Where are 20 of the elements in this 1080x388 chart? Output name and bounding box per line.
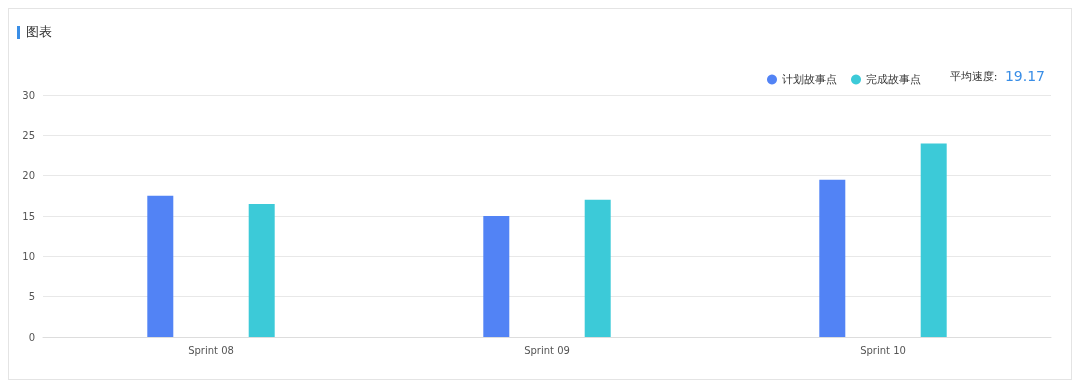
x-tick-label: Sprint 09 <box>524 344 570 356</box>
y-tick-label: 5 <box>28 291 35 303</box>
bar <box>248 203 275 337</box>
bar <box>147 195 174 337</box>
legend-label: 完成故事点 <box>866 73 921 86</box>
x-tick-label: Sprint 08 <box>188 344 234 356</box>
bar <box>920 143 947 337</box>
y-tick-label: 30 <box>22 89 35 101</box>
y-tick-label: 25 <box>22 129 35 141</box>
y-tick-label: 10 <box>22 250 35 262</box>
bar <box>483 216 510 337</box>
text: 平均速度: 19.17 <box>949 68 1046 84</box>
legend-label: 计划故事点 <box>782 73 837 86</box>
bar <box>584 199 611 337</box>
bar <box>819 179 846 337</box>
chart-title: 图表 <box>26 23 52 41</box>
y-tick-label: 0 <box>28 331 35 343</box>
x-tick-label: Sprint 10 <box>860 344 906 356</box>
y-tick-label: 15 <box>22 210 35 222</box>
y-tick-label: 20 <box>22 170 35 182</box>
